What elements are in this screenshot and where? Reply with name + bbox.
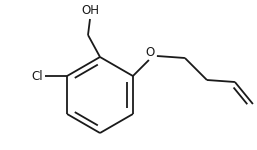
Text: OH: OH [81, 4, 99, 17]
Text: Cl: Cl [31, 69, 43, 82]
Text: O: O [145, 46, 154, 59]
